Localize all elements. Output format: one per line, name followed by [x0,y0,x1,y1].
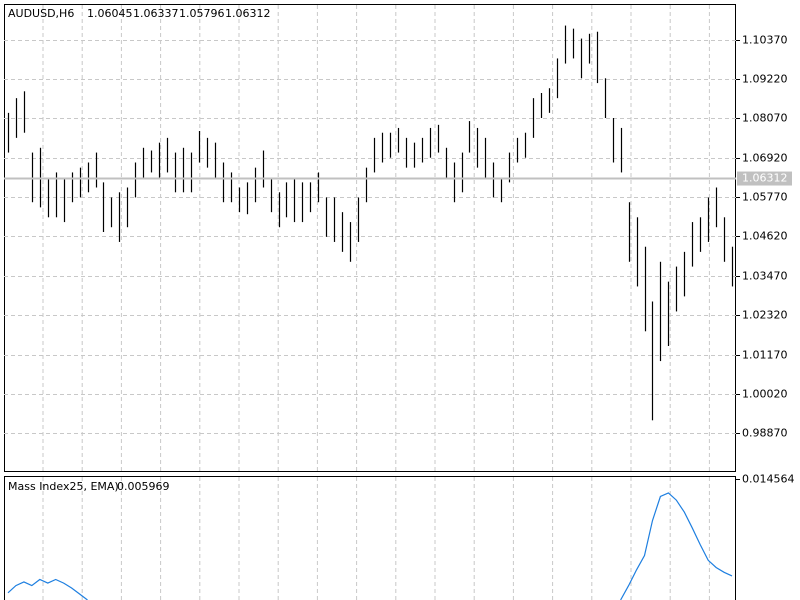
time-grid [42,5,710,600]
y-tick-label: 0.98870 [742,427,788,440]
y-tick-label: 1.08070 [742,112,788,125]
y-tick-label: 1.09220 [742,73,788,86]
y-tick-label: 1.01170 [742,349,788,362]
indicator-line [7,492,733,600]
quote-low: 1.05796 [179,7,225,20]
y-tick-label: 1.06920 [742,152,788,165]
y-tick-label: 1.04620 [742,230,788,243]
indicator-panel [4,476,736,600]
last-price-box [737,171,792,186]
y-tick-label: 1.03470 [742,270,788,283]
price-axis: 1.10370 1.09220 1.08070 1.06920 1.05770 1.046… [736,34,795,486]
y-tick-label: 1.05770 [742,191,788,204]
y-tick-label: 1.10370 [742,34,788,47]
price-plot [4,25,736,434]
indicator-value: 0.005969 [117,480,170,493]
quote-high: 1.06337 [133,7,179,20]
y-tick-label: 1.02320 [742,309,788,322]
quote-open: 1.06045 [87,7,133,20]
y-tick-label: 0.014564 [742,473,795,486]
indicator-plot [7,492,733,600]
main-panel [4,4,736,472]
symbol: AUDUSD,H6 [8,7,74,20]
last-price-label: 1.06312 [742,172,788,185]
indicator-title: Mass Index25, EMA) [8,480,119,493]
y-tick-label: 1.00020 [742,388,788,401]
quote-close: 1.06312 [225,7,271,20]
